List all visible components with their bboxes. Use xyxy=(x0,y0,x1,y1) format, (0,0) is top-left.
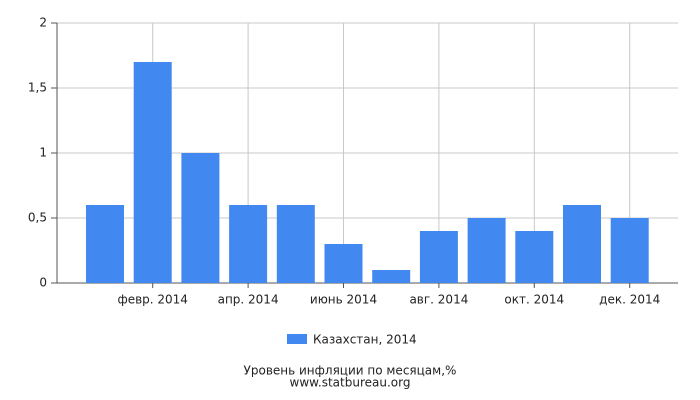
bar xyxy=(86,205,124,283)
x-tick-label: апр. 2014 xyxy=(218,293,279,307)
bar xyxy=(515,231,554,283)
x-tick-label: июнь 2014 xyxy=(310,293,377,307)
x-tick-label: февр. 2014 xyxy=(117,293,188,307)
y-tick-label: 0 xyxy=(39,276,47,290)
bar xyxy=(229,205,268,283)
bar xyxy=(467,218,506,283)
x-tick-label: дек. 2014 xyxy=(599,293,660,307)
y-tick-label: 1 xyxy=(39,146,47,160)
bar xyxy=(372,270,411,283)
bar xyxy=(133,62,172,283)
chart-subtitle: www.statbureau.org xyxy=(290,376,411,390)
bar xyxy=(276,205,315,283)
bar xyxy=(610,218,649,283)
legend-label: Казахстан, 2014 xyxy=(313,333,417,347)
y-tick-label: 0,5 xyxy=(28,211,47,225)
bar xyxy=(419,231,458,283)
bar xyxy=(324,244,363,283)
x-tick-label: авг. 2014 xyxy=(409,293,468,307)
legend-swatch xyxy=(287,334,307,344)
bar xyxy=(563,205,601,283)
y-tick-label: 1,5 xyxy=(28,81,47,95)
x-tick-label: окт. 2014 xyxy=(504,293,564,307)
y-tick-label: 2 xyxy=(39,16,47,30)
bar xyxy=(181,153,220,283)
chart-title: Уровень инфляции по месяцам,% xyxy=(244,364,457,378)
